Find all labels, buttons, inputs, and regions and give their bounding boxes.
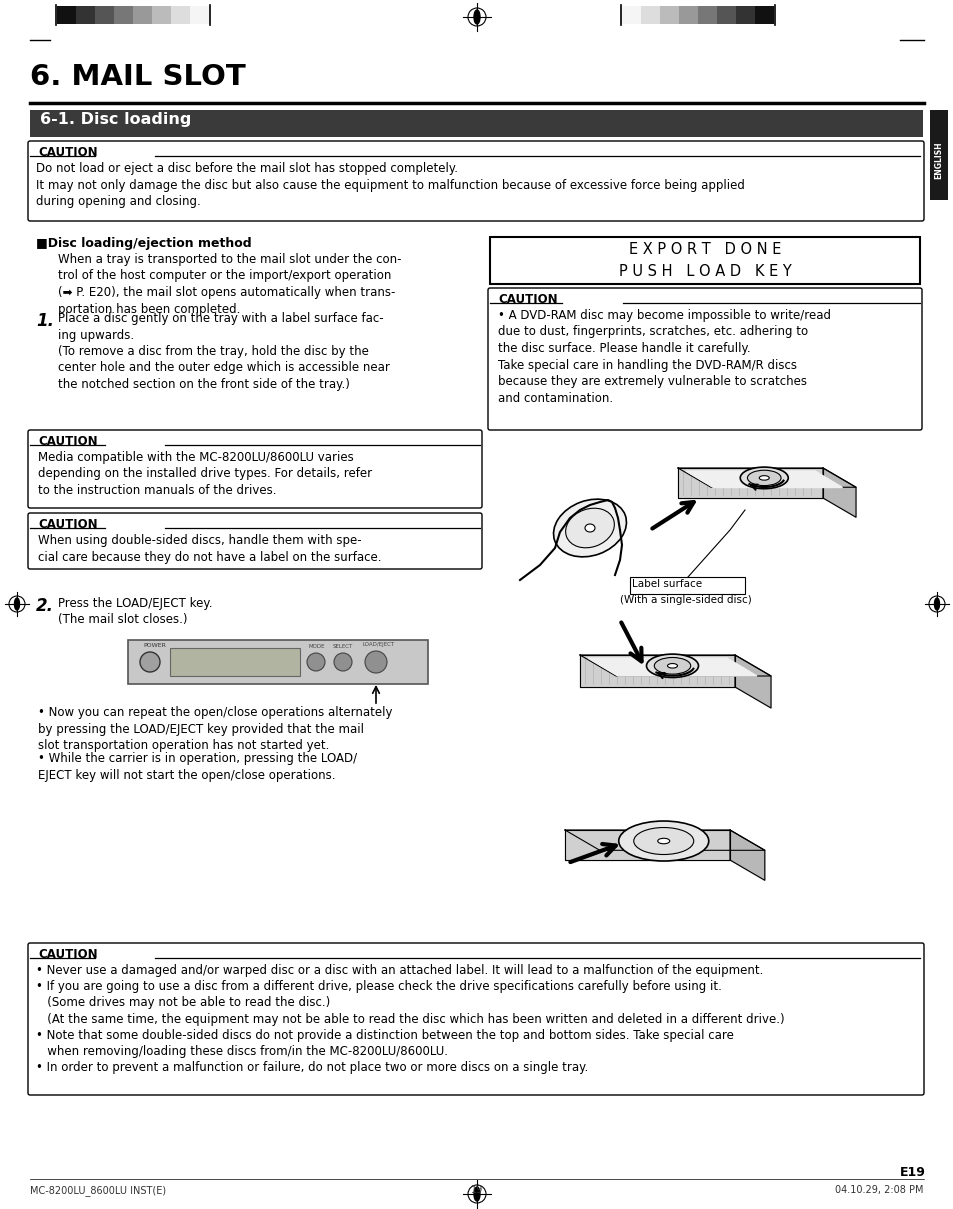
Bar (30, 110, 923, 137)
Bar (128, 640, 428, 684)
Ellipse shape (618, 821, 708, 861)
Text: • Now you can repeat the open/close operations alternately
by pressing the LOAD/: • Now you can repeat the open/close oper… (38, 706, 392, 752)
Bar (132, 6, 152, 24)
FancyBboxPatch shape (28, 141, 923, 221)
Ellipse shape (657, 838, 669, 844)
Polygon shape (579, 655, 734, 687)
Bar (171, 6, 190, 24)
Text: 19: 19 (471, 1185, 482, 1194)
Text: CAUTION: CAUTION (38, 517, 97, 531)
Ellipse shape (759, 475, 768, 480)
Ellipse shape (654, 658, 690, 675)
Bar (76, 6, 95, 24)
Bar (170, 648, 299, 676)
Text: 04.10.29, 2:08 PM: 04.10.29, 2:08 PM (835, 1185, 923, 1194)
Ellipse shape (474, 1187, 479, 1201)
Polygon shape (579, 655, 770, 676)
Bar (717, 6, 735, 24)
Text: 6-1. Disc loading: 6-1. Disc loading (40, 112, 192, 127)
Bar (698, 6, 717, 24)
Ellipse shape (740, 467, 787, 488)
Text: Place a disc gently on the tray with a label surface fac-
ing upwards.
(To remov: Place a disc gently on the tray with a l… (58, 312, 390, 391)
Bar (113, 6, 132, 24)
Text: • A DVD-RAM disc may become impossible to write/read
due to dust, fingerprints, : • A DVD-RAM disc may become impossible t… (497, 310, 830, 405)
Text: E19: E19 (899, 1165, 925, 1179)
Bar (659, 6, 679, 24)
Circle shape (140, 652, 160, 672)
Text: When using double-sided discs, handle them with spe-
cial care because they do n: When using double-sided discs, handle th… (38, 534, 381, 563)
Polygon shape (564, 831, 729, 860)
FancyBboxPatch shape (488, 288, 921, 430)
FancyBboxPatch shape (28, 430, 481, 508)
Ellipse shape (646, 654, 698, 677)
Text: When a tray is transported to the mail slot under the con-
trol of the host comp: When a tray is transported to the mail s… (58, 253, 401, 316)
Bar (152, 6, 171, 24)
Polygon shape (729, 831, 764, 880)
Text: 6. MAIL SLOT: 6. MAIL SLOT (30, 63, 246, 91)
Circle shape (365, 650, 387, 673)
Text: POWER: POWER (143, 643, 166, 648)
Text: Press the LOAD/EJECT key.
(The mail slot closes.): Press the LOAD/EJECT key. (The mail slot… (58, 597, 213, 626)
Ellipse shape (633, 827, 693, 855)
Text: • Never use a damaged and/or warped disc or a disc with an attached label. It wi: • Never use a damaged and/or warped disc… (36, 964, 783, 1075)
Text: MODE: MODE (309, 644, 325, 649)
Text: Label surface: Label surface (631, 579, 701, 589)
Text: LOAD/EJECT: LOAD/EJECT (363, 642, 395, 647)
Text: 2.: 2. (36, 597, 54, 615)
FancyBboxPatch shape (28, 943, 923, 1095)
Bar (929, 110, 947, 199)
Bar (490, 237, 919, 284)
Bar (190, 6, 209, 24)
Text: CAUTION: CAUTION (497, 293, 558, 306)
Bar (629, 577, 744, 594)
Circle shape (307, 653, 325, 671)
Ellipse shape (667, 664, 677, 669)
FancyBboxPatch shape (28, 513, 481, 569)
Ellipse shape (553, 499, 626, 557)
Bar (640, 6, 659, 24)
Text: (With a single-sided disc): (With a single-sided disc) (619, 595, 751, 604)
Text: ■Disc loading/ejection method: ■Disc loading/ejection method (36, 237, 252, 250)
Polygon shape (734, 655, 770, 708)
Polygon shape (678, 468, 855, 487)
Ellipse shape (584, 523, 595, 532)
Polygon shape (564, 831, 764, 850)
Ellipse shape (14, 598, 19, 611)
Bar (95, 6, 113, 24)
Text: ENGLISH: ENGLISH (934, 141, 943, 179)
Bar (57, 6, 76, 24)
Text: Media compatible with the MC-8200LU/8600LU varies
depending on the installed dri: Media compatible with the MC-8200LU/8600… (38, 451, 372, 497)
Text: E X P O R T   D O N E
P U S H   L O A D   K E Y: E X P O R T D O N E P U S H L O A D K E … (618, 242, 791, 279)
Polygon shape (587, 658, 757, 676)
Text: Do not load or eject a disc before the mail slot has stopped completely.
It may : Do not load or eject a disc before the m… (36, 162, 744, 208)
Bar (735, 6, 754, 24)
Text: CAUTION: CAUTION (38, 435, 97, 449)
Text: CAUTION: CAUTION (38, 146, 97, 160)
Ellipse shape (565, 508, 614, 548)
Polygon shape (822, 468, 855, 517)
Text: CAUTION: CAUTION (38, 948, 97, 961)
Ellipse shape (474, 10, 479, 24)
Bar (621, 6, 640, 24)
Bar (754, 6, 773, 24)
Text: SELECT: SELECT (333, 644, 353, 649)
Text: • While the carrier is in operation, pressing the LOAD/
EJECT key will not start: • While the carrier is in operation, pre… (38, 752, 356, 781)
Ellipse shape (934, 598, 939, 611)
Ellipse shape (746, 470, 781, 486)
Circle shape (334, 653, 352, 671)
Bar (679, 6, 698, 24)
Polygon shape (685, 472, 841, 487)
Text: 1.: 1. (36, 312, 54, 330)
Polygon shape (678, 468, 822, 498)
Text: MC-8200LU_8600LU INST(E): MC-8200LU_8600LU INST(E) (30, 1185, 166, 1196)
